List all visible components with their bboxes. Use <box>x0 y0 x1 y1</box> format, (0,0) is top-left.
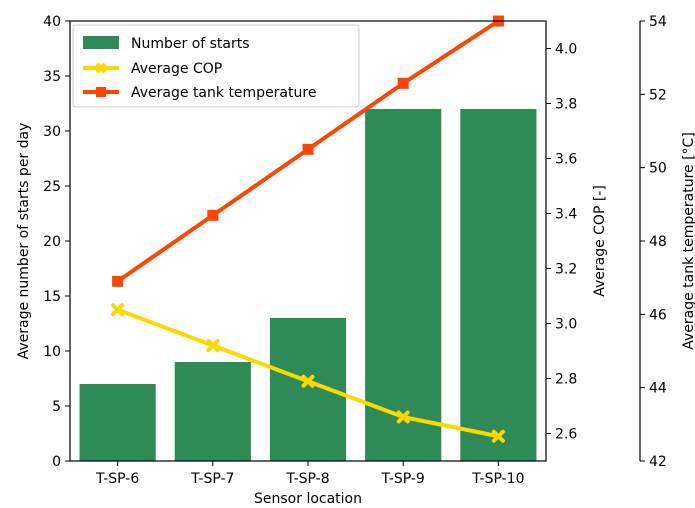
legend-box <box>72 24 360 108</box>
left-y-axis: 0 5 10 15 20 25 30 35 40 <box>43 14 70 470</box>
right-tick-label-4.0: 4.0 <box>555 42 577 58</box>
right-tick-label-3.8: 3.8 <box>555 97 577 113</box>
right-tick-label-3.6: 3.6 <box>555 152 577 168</box>
right-tick-label-3.4: 3.4 <box>555 207 577 223</box>
bars-layer <box>79 109 537 461</box>
far-right-y-axis: 42 44 46 48 50 52 54 <box>639 14 667 470</box>
tank-temp-point-t-sp-9 <box>397 77 409 89</box>
left-tick-label-10: 10 <box>43 344 61 360</box>
far_right-tick-label-46: 46 <box>649 307 667 323</box>
tank-temp-point-t-sp-7 <box>207 209 219 221</box>
left-axis-title: Average number of starts per day <box>16 123 32 360</box>
far_right-tick-label-54: 54 <box>649 14 667 30</box>
cop-point-t-sp-9 <box>396 410 410 424</box>
x-tick-label-t-sp-6: T-SP-6 <box>95 471 139 487</box>
left-tick-label-35: 35 <box>43 69 61 85</box>
cop-point-t-sp-10 <box>491 429 505 443</box>
legend-marker-temp <box>96 87 106 97</box>
legend-swatch-starts <box>83 36 119 49</box>
left-tick-label-40: 40 <box>43 14 61 30</box>
right-y-axis: 2.6 2.8 3.0 3.2 3.4 3.6 3.8 4.0 <box>546 42 577 443</box>
far_right-tick-label-52: 52 <box>649 87 667 103</box>
legend-label-starts: Number of starts <box>131 36 250 52</box>
bar-t-sp-6 <box>79 384 156 461</box>
left-tick-label-30: 30 <box>43 124 61 140</box>
legend-label-temp: Average tank temperature <box>131 85 316 101</box>
x-axis-title: Sensor location <box>254 491 362 507</box>
left-tick-label-15: 15 <box>43 289 61 305</box>
lines-layer <box>111 15 505 443</box>
cop-point-t-sp-7 <box>206 339 220 352</box>
cop-point-t-sp-8 <box>301 374 315 388</box>
x-axis: T-SP-6 T-SP-7 T-SP-8 T-SP-9 T-SP-10 <box>95 461 525 487</box>
right-axis-title: Average COP [-] <box>592 185 608 297</box>
right-tick-label-2.8: 2.8 <box>555 372 577 388</box>
cop-point-t-sp-6 <box>111 303 125 317</box>
far_right-tick-label-48: 48 <box>649 234 667 250</box>
left-tick-label-20: 20 <box>43 234 61 250</box>
bar-t-sp-10 <box>460 109 537 461</box>
left-tick-label-0: 0 <box>52 454 61 470</box>
right-tick-label-3.0: 3.0 <box>555 317 577 333</box>
tank-temp-point-t-sp-6 <box>112 275 124 287</box>
right-tick-label-3.2: 3.2 <box>555 262 577 278</box>
left-tick-label-5: 5 <box>52 399 61 415</box>
legend-label-cop: Average COP <box>131 61 222 77</box>
legend: Number of starts Average COP Average tan… <box>72 24 360 108</box>
left-tick-label-25: 25 <box>43 179 61 195</box>
far_right-tick-label-50: 50 <box>649 161 667 177</box>
legend-marker-cop <box>95 62 107 74</box>
far-right-axis-title: Average tank temperature [°C] <box>681 132 695 350</box>
far_right-tick-label-44: 44 <box>649 381 667 397</box>
x-tick-label-t-sp-10: T-SP-10 <box>471 471 524 487</box>
right-tick-label-2.6: 2.6 <box>555 427 577 443</box>
bar-t-sp-9 <box>365 109 442 461</box>
x-tick-label-t-sp-8: T-SP-8 <box>285 471 329 487</box>
bar-t-sp-7 <box>174 362 251 461</box>
x-tick-label-t-sp-7: T-SP-7 <box>190 471 234 487</box>
tank-temp-point-t-sp-8 <box>302 143 314 155</box>
x-tick-label-t-sp-9: T-SP-9 <box>381 471 425 487</box>
far_right-tick-label-42: 42 <box>649 454 667 470</box>
